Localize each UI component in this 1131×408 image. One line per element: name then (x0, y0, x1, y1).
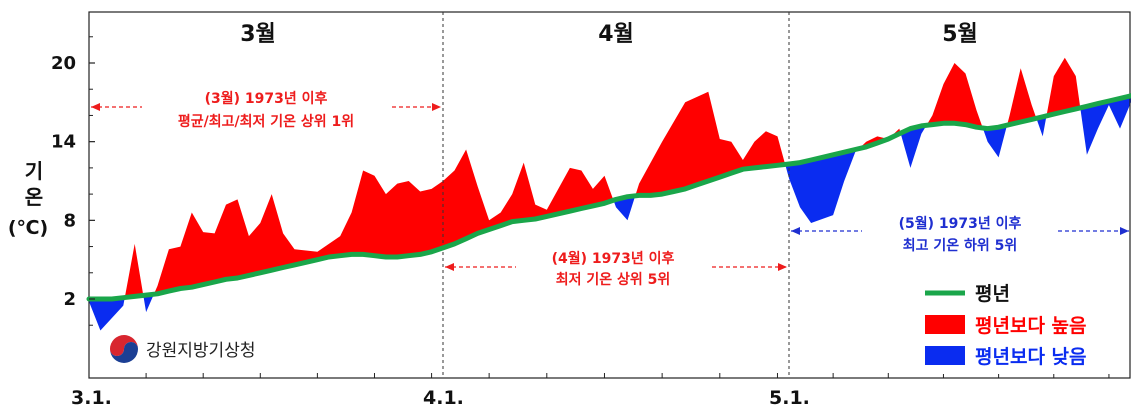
legend-label: 평년 (975, 283, 1010, 305)
legend-swatch-below (925, 346, 965, 365)
month-header: 5월 (942, 22, 978, 47)
normal-temperature-line (86, 93, 1131, 302)
logo-blue-half (110, 342, 138, 363)
x-tick-label: 5.1. (769, 387, 810, 408)
logo-red-half (110, 335, 138, 356)
plot-frame (88, 11, 1131, 379)
y-tick-label: 8 (63, 210, 76, 231)
y-axis-title-char: 기 (25, 159, 43, 183)
annotation-arrowhead-right (1120, 227, 1129, 235)
annotation-arrowhead-left (791, 227, 800, 235)
legend-swatch-above (925, 315, 965, 334)
annotation-backdrop (862, 211, 1058, 257)
annotation-text: (4월) 1973년 이후 (552, 250, 675, 267)
x-tick-label: 4.1. (423, 387, 464, 408)
legend-label: 평년보다 높음 (975, 315, 1087, 337)
annotation-arrowhead-left (91, 103, 100, 111)
y-tick-label: 2 (63, 289, 76, 310)
annotation-text: 최고 기온 하위 5위 (903, 237, 1018, 254)
annotation-arrowhead-right (432, 103, 441, 111)
y-tick-label: 20 (51, 53, 76, 74)
x-tick-label: 3.1. (71, 387, 112, 408)
month-header: 4월 (598, 22, 634, 47)
annotation-arrowhead-right (778, 263, 787, 271)
annotation-text: (5월) 1973년 이후 (899, 215, 1022, 232)
annotation-backdrop (142, 86, 392, 132)
annotation-text: 최저 기온 상위 5위 (556, 272, 671, 288)
agency-name: 강원지방기상청 (146, 341, 255, 361)
legend-label: 평년보다 낮음 (975, 346, 1087, 368)
y-axis-title-char: 온 (25, 185, 43, 209)
annotation-backdrop (516, 246, 712, 292)
annotation-arrowhead-left (445, 263, 454, 271)
month-header: 3월 (240, 22, 276, 47)
y-axis-unit: (℃) (8, 217, 48, 239)
annotation-text: 평균/최고/최저 기온 상위 1위 (178, 113, 354, 130)
y-tick-label: 14 (51, 132, 76, 153)
annotation-text: (3월) 1973년 이후 (205, 90, 328, 107)
